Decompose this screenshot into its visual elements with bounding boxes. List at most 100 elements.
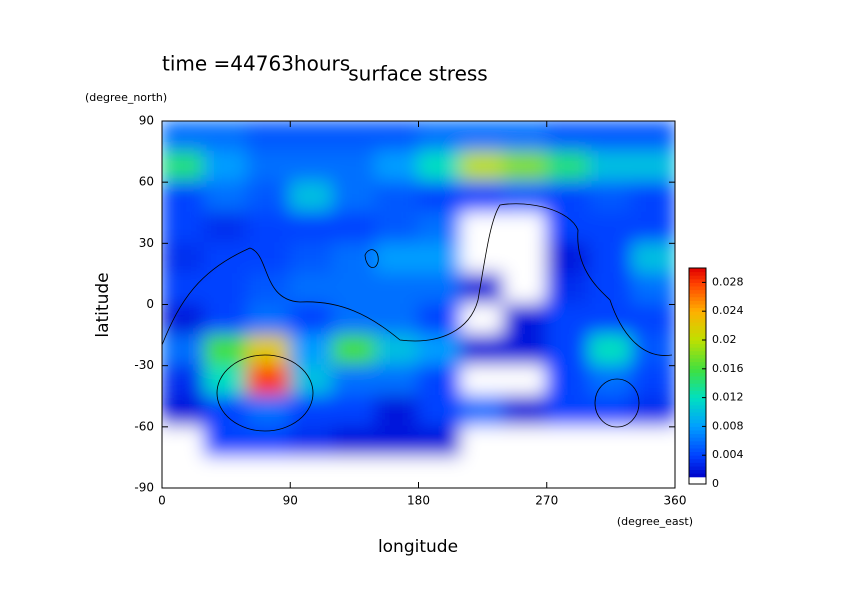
y-tick-label: -90 — [134, 481, 154, 495]
colorbar-swatch — [689, 462, 706, 467]
cell — [503, 150, 548, 184]
colorbar-swatch — [689, 347, 706, 352]
colorbar-swatch — [689, 426, 706, 431]
colorbar-frame — [688, 267, 707, 485]
cell — [417, 395, 463, 428]
y-unit: (degree_north) — [85, 91, 167, 104]
cell — [417, 364, 463, 398]
colorbar: 0 0.004 0.008 0.012 0.016 0.02 0.024 0.028 — [688, 267, 744, 490]
cell — [162, 425, 206, 459]
cell — [417, 150, 463, 184]
cell — [289, 303, 334, 337]
cell — [503, 334, 548, 367]
cell — [203, 456, 249, 488]
cell — [631, 150, 675, 184]
cell — [631, 242, 675, 275]
cell — [503, 303, 548, 337]
cell — [503, 121, 548, 153]
cell — [631, 121, 675, 153]
cell — [246, 364, 292, 398]
cell — [203, 272, 249, 306]
colorbar-swatch — [689, 300, 706, 305]
coastline — [162, 203, 673, 356]
colorbar-tick-label: 0.008 — [712, 419, 744, 432]
cell — [374, 456, 420, 488]
coastlines — [162, 203, 673, 432]
cell — [332, 181, 377, 214]
colorbar-swatch — [689, 307, 706, 312]
cell — [631, 211, 675, 245]
cell — [162, 121, 206, 153]
colorbar-swatch — [689, 444, 706, 449]
colorbar-swatch — [689, 437, 706, 442]
cell — [503, 395, 548, 428]
colorbar-swatch — [689, 358, 706, 363]
colorbar-swatch — [689, 415, 706, 420]
cell — [246, 242, 292, 275]
x-axis-label: longitude — [378, 537, 458, 557]
field — [162, 121, 675, 488]
colorbar-swatch — [689, 293, 706, 298]
cell — [545, 181, 591, 214]
cell — [460, 395, 505, 428]
x-tick-label: 90 — [283, 494, 298, 508]
cell — [289, 425, 334, 459]
cell — [588, 425, 634, 459]
cell — [203, 211, 249, 245]
colorbar-swatch — [689, 386, 706, 391]
x-tick-label: 270 — [535, 494, 558, 508]
colorbar-swatch — [689, 368, 706, 373]
cell — [203, 121, 249, 153]
cell — [289, 334, 334, 367]
cell — [332, 364, 377, 398]
cell — [545, 242, 591, 275]
cell — [545, 364, 591, 398]
colorbar-swatch — [689, 318, 706, 323]
colorbar-swatch — [689, 401, 706, 406]
x-tick-label: 0 — [158, 494, 166, 508]
colorbar-swatch — [689, 448, 706, 453]
cell — [588, 456, 634, 488]
cell — [162, 395, 206, 428]
cell — [246, 334, 292, 367]
cell — [289, 150, 334, 184]
colorbar-swatch — [689, 412, 706, 417]
cell — [162, 181, 206, 214]
cell — [545, 395, 591, 428]
cell — [162, 456, 206, 488]
colorbar-swatch — [689, 336, 706, 341]
colorbar-swatch — [689, 376, 706, 381]
cell — [417, 272, 463, 306]
cell — [374, 181, 420, 214]
cell — [588, 150, 634, 184]
cell — [588, 272, 634, 306]
cell — [289, 121, 334, 153]
cell — [417, 242, 463, 275]
cell — [203, 425, 249, 459]
cell — [246, 303, 292, 337]
colorbar-swatch — [689, 340, 706, 345]
cell — [332, 211, 377, 245]
cell — [631, 334, 675, 367]
colorbar-swatch — [689, 282, 706, 287]
cell — [332, 242, 377, 275]
cell — [460, 364, 505, 398]
cell — [460, 456, 505, 488]
cell — [162, 303, 206, 337]
cell — [289, 242, 334, 275]
colorbar-swatch — [689, 296, 706, 301]
cell — [545, 456, 591, 488]
cell — [588, 303, 634, 337]
cell — [246, 150, 292, 184]
cell — [588, 211, 634, 245]
cell — [503, 425, 548, 459]
cell — [203, 334, 249, 367]
colorbar-swatch — [689, 469, 706, 474]
cell — [460, 242, 505, 275]
colorbar-tick-label: 0.028 — [712, 275, 744, 288]
colorbar-swatch — [689, 268, 706, 273]
colorbar-swatch — [689, 404, 706, 409]
colorbar-swatch — [689, 394, 706, 399]
colorbar-swatch — [689, 271, 706, 276]
colorbar-tick-label: 0.012 — [712, 391, 744, 404]
